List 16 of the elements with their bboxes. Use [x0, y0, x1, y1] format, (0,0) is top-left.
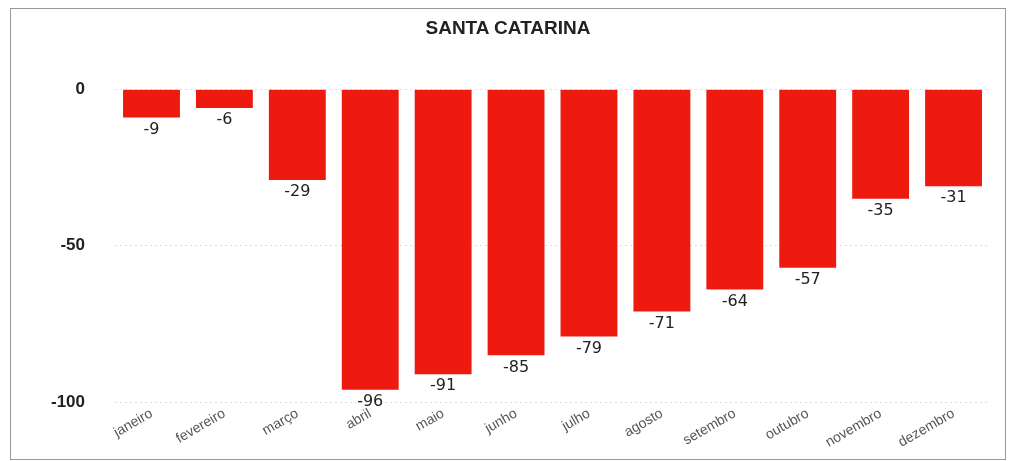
- data-label: -85: [502, 356, 530, 376]
- y-tick-label: -100: [50, 392, 86, 412]
- data-label: -9: [143, 118, 160, 138]
- data-label: -6: [216, 109, 233, 129]
- data-label: -71: [648, 312, 675, 332]
- data-label: -29: [284, 181, 311, 201]
- y-tick-label: 0: [75, 78, 86, 98]
- x-tick-label: maio: [412, 404, 447, 434]
- y-tick-label: -50: [60, 235, 86, 255]
- data-label: -64: [721, 290, 748, 310]
- data-label: -91: [430, 375, 457, 395]
- data-label: -57: [794, 268, 821, 288]
- data-label: -35: [867, 199, 894, 219]
- chart-title: SANTA CATARINA: [424, 17, 592, 39]
- data-label: -79: [575, 337, 603, 357]
- data-label: -31: [940, 187, 967, 207]
